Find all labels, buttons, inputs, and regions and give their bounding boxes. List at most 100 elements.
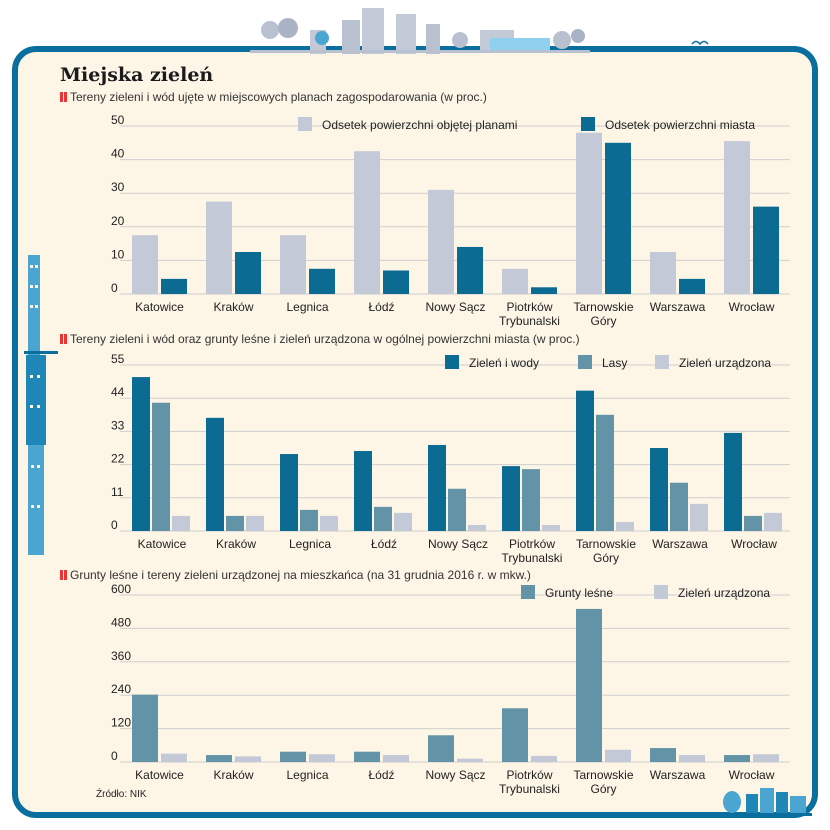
bar (679, 755, 705, 762)
x-tick-label: Łódź (371, 537, 397, 551)
x-tick-label: Warszawa (650, 768, 706, 782)
y-tick-label: 44 (111, 385, 125, 399)
city-skyline-icon (250, 8, 590, 54)
x-tick-label: Piotrków (506, 768, 552, 782)
x-tick-label: Trybunalski (499, 314, 560, 328)
page-title: Miejska zieleń (60, 64, 214, 86)
legend-swatch (521, 585, 535, 599)
y-tick-label: 20 (111, 214, 125, 228)
y-tick-label: 55 (111, 352, 125, 366)
x-tick-label: Legnica (286, 300, 328, 314)
bar (457, 758, 483, 762)
bar (502, 268, 528, 294)
legend-label: Odsetek powierzchni miasta (605, 118, 755, 132)
x-tick-label: Legnica (289, 537, 331, 551)
y-tick-label: 11 (111, 485, 124, 499)
bar (502, 708, 528, 762)
bar (152, 402, 170, 531)
bar (132, 694, 158, 762)
x-tick-label: Kraków (213, 768, 253, 782)
bar (502, 466, 520, 531)
bar (679, 278, 705, 294)
x-tick-label: Piotrków (509, 537, 555, 551)
bar (744, 515, 762, 531)
bar (132, 235, 158, 294)
x-tick-label: Trybunalski (502, 551, 563, 565)
bar (354, 751, 380, 762)
bar (605, 749, 631, 762)
bar (161, 278, 187, 294)
y-tick-label: 30 (111, 180, 125, 194)
y-tick-label: 10 (111, 247, 125, 261)
chart-3-subtitle: Grunty leśne i tereny zieleni urządzonej… (60, 568, 531, 582)
chart-2-subtitle-text: Tereny zieleni i wód oraz grunty leśne i… (70, 332, 580, 346)
bar (280, 454, 298, 531)
bar (724, 432, 742, 531)
x-tick-label: Warszawa (652, 537, 708, 551)
bar (354, 451, 372, 531)
bar (605, 142, 631, 294)
bar (206, 201, 232, 294)
bar (522, 469, 540, 531)
x-tick-label: Łódź (368, 768, 394, 782)
bar (448, 488, 466, 531)
legend-swatch (581, 117, 595, 131)
chart-1: 0 10 20 30 40 50 Katowice Kraków Legnica Łódź Nowy… (111, 113, 790, 328)
x-tick-label: Katowice (135, 768, 184, 782)
bar (206, 755, 232, 762)
bar (457, 246, 483, 294)
bar (753, 206, 779, 294)
bar (531, 755, 557, 762)
x-tick-label: Legnica (286, 768, 328, 782)
red-marker-icon (60, 570, 67, 580)
bar (764, 512, 782, 531)
bar (724, 141, 750, 294)
x-tick-label: Tarnowskie (573, 300, 633, 314)
bar (172, 515, 190, 531)
x-tick-label: Warszawa (650, 300, 706, 314)
bar (235, 756, 261, 762)
y-tick-label: 480 (111, 615, 131, 629)
bar (394, 512, 412, 531)
birds-icon (691, 40, 709, 46)
y-tick-label: 22 (111, 452, 125, 466)
chart-1-subtitle: Tereny zieleni i wód ujęte w miejscowych… (60, 90, 487, 104)
bar (576, 132, 602, 294)
bar (468, 524, 486, 531)
y-tick-label: 50 (111, 113, 125, 127)
x-tick-label: Katowice (138, 537, 187, 551)
x-tick-label: Nowy Sącz (425, 300, 485, 314)
bar (596, 414, 614, 531)
legend-swatch (445, 355, 459, 369)
x-tick-label: Tarnowskie (576, 537, 636, 551)
legend-label: Odsetek powierzchni objętej planami (322, 118, 517, 132)
red-marker-icon (60, 334, 67, 344)
bar (576, 390, 594, 531)
chart-3: 0 120 240 360 480 600 Katowice Kraków Legnica Łód… (111, 582, 790, 796)
x-tick-label: Katowice (135, 300, 184, 314)
x-tick-label: Kraków (213, 300, 253, 314)
legend-swatch (298, 117, 312, 131)
chart-2-subtitle: Tereny zieleni i wód oraz grunty leśne i… (60, 332, 580, 346)
x-tick-label: Nowy Sącz (428, 537, 488, 551)
bar (383, 270, 409, 294)
x-tick-label: Kraków (216, 537, 256, 551)
legend-swatch (655, 355, 669, 369)
bar (753, 754, 779, 762)
y-tick-label: 0 (111, 281, 118, 295)
y-tick-label: 360 (111, 649, 131, 663)
y-tick-label: 0 (111, 518, 118, 532)
x-tick-label: Nowy Sącz (425, 768, 485, 782)
x-tick-label: Tarnowskie (573, 768, 633, 782)
bar (650, 448, 668, 531)
bar (280, 751, 306, 762)
corner-city-icon (718, 788, 812, 816)
bar (206, 417, 224, 531)
bar (542, 524, 560, 531)
bar (576, 608, 602, 762)
chart-3-subtitle-text: Grunty leśne i tereny zieleni urządzonej… (70, 568, 531, 582)
y-tick-label: 600 (111, 582, 131, 596)
side-building-icon (24, 255, 58, 555)
x-tick-label: Wrocław (729, 300, 775, 314)
chart-2: 0 11 22 33 44 55 Katowice Kraków Legnica Łódź Nowy… (111, 352, 790, 565)
